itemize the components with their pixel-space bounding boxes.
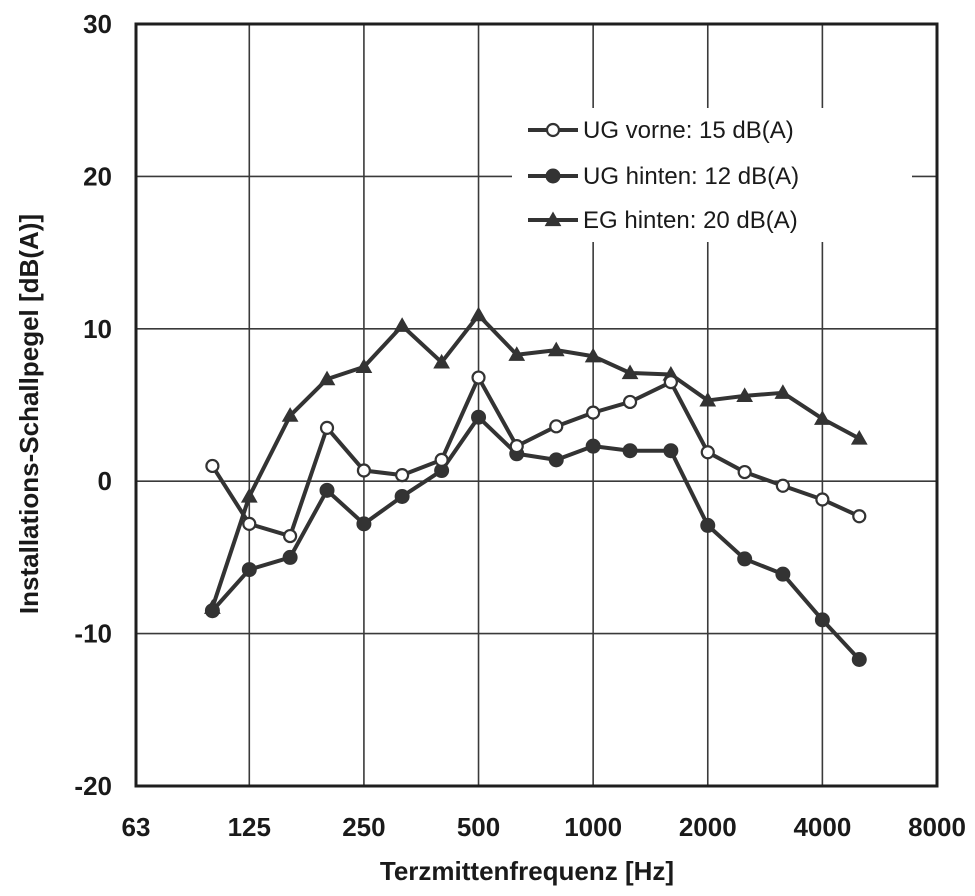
plot-border — [134, 22, 939, 788]
y-tick-label: 20 — [83, 161, 112, 191]
series-3 — [204, 306, 868, 614]
data-point-triangle — [318, 370, 336, 386]
x-tick-label: 125 — [228, 812, 271, 842]
data-point-filled-circle — [622, 443, 638, 459]
series-2 — [204, 409, 867, 668]
data-point-open-circle — [395, 468, 410, 483]
x-tick-label: 63 — [122, 812, 151, 842]
tick-labels: 63 125 250 500 1000 2000 4000 8000 -20 -10 0 10 20 30 — [74, 9, 966, 842]
data-point-filled-circle — [775, 566, 791, 582]
data-point-triangle — [281, 407, 299, 422]
legend-entry: UG hinten: 12 dB(A) — [528, 163, 799, 190]
data-point-triangle — [544, 211, 562, 227]
legend-label: UG hinten: 12 dB(A) — [583, 163, 799, 190]
data-point-triangle — [393, 317, 411, 332]
y-tick-label: -10 — [74, 619, 112, 649]
data-point-triangle — [774, 384, 792, 399]
series-layer — [204, 306, 868, 668]
data-point-open-circle — [852, 509, 867, 524]
x-tick-label: 2000 — [679, 812, 737, 842]
data-point-triangle — [584, 347, 602, 363]
data-point-triangle — [547, 341, 565, 357]
data-point-triangle — [240, 487, 258, 503]
data-point-open-circle — [471, 370, 486, 385]
y-tick-label: -20 — [74, 771, 112, 801]
plot-frame — [134, 22, 939, 788]
data-point-triangle — [621, 364, 639, 380]
y-tick-label: 10 — [83, 314, 112, 344]
legend-background — [512, 108, 912, 242]
data-point-triangle — [470, 306, 487, 322]
data-point-filled-circle — [241, 562, 257, 578]
data-point-filled-circle — [204, 603, 220, 619]
data-point-triangle — [433, 353, 450, 369]
data-point-open-circle — [663, 375, 678, 390]
legend-entry: EG hinten: 20 dB(A) — [528, 207, 798, 234]
data-point-open-circle — [434, 452, 449, 467]
data-point-triangle — [736, 387, 754, 402]
x-tick-label: 500 — [457, 812, 500, 842]
legend-label: EG hinten: 20 dB(A) — [583, 207, 798, 234]
data-point-filled-circle — [663, 443, 679, 459]
data-point-open-circle — [319, 420, 335, 435]
data-point-filled-circle — [814, 612, 830, 628]
legend: UG vorne: 15 dB(A) UG hinten: 12 dB(A) EG … — [512, 108, 912, 242]
data-point-filled-circle — [851, 652, 867, 668]
x-tick-label: 4000 — [793, 812, 851, 842]
data-point-filled-circle — [356, 516, 372, 532]
legend-label: UG vorne: 15 dB(A) — [583, 117, 794, 144]
data-point-open-circle — [549, 419, 564, 434]
x-tick-label: 250 — [342, 812, 385, 842]
data-point-filled-circle — [282, 549, 298, 565]
data-point-open-circle — [509, 439, 524, 454]
data-point-filled-circle — [585, 438, 601, 454]
series-1 — [205, 370, 867, 544]
data-point-filled-circle — [394, 488, 410, 504]
data-point-filled-circle — [548, 452, 564, 468]
data-point-open-circle — [815, 492, 830, 507]
x-tick-label: 1000 — [564, 812, 622, 842]
data-point-open-circle — [242, 516, 257, 531]
data-point-filled-circle — [319, 482, 335, 498]
data-point-open-circle — [586, 405, 601, 420]
data-point-open-circle — [622, 394, 638, 410]
data-point-triangle — [355, 358, 373, 374]
data-point-triangle — [814, 410, 831, 425]
x-axis-title: Terzmittenfrequenz [Hz] — [380, 856, 674, 886]
data-point-open-circle — [700, 445, 715, 460]
data-point-open-circle — [356, 463, 372, 478]
data-point-open-circle — [205, 458, 220, 474]
data-point-triangle — [850, 430, 868, 445]
data-point-open-circle — [775, 478, 790, 493]
data-point-filled-circle — [737, 551, 753, 567]
data-point-filled-circle — [700, 517, 716, 533]
data-point-filled-circle — [545, 168, 561, 184]
data-point-triangle — [699, 391, 717, 407]
x-tick-label: 8000 — [908, 812, 966, 842]
y-tick-label: 30 — [83, 9, 112, 39]
data-point-open-circle — [545, 122, 561, 138]
data-point-open-circle — [737, 464, 752, 480]
y-axis-title: Installations-Schallpegel [dB(A)] — [14, 214, 44, 614]
data-point-triangle — [508, 346, 526, 361]
legend-entry: UG vorne: 15 dB(A) — [528, 117, 794, 144]
data-point-open-circle — [283, 528, 298, 544]
y-tick-label: 0 — [98, 466, 112, 496]
data-point-filled-circle — [471, 409, 487, 425]
